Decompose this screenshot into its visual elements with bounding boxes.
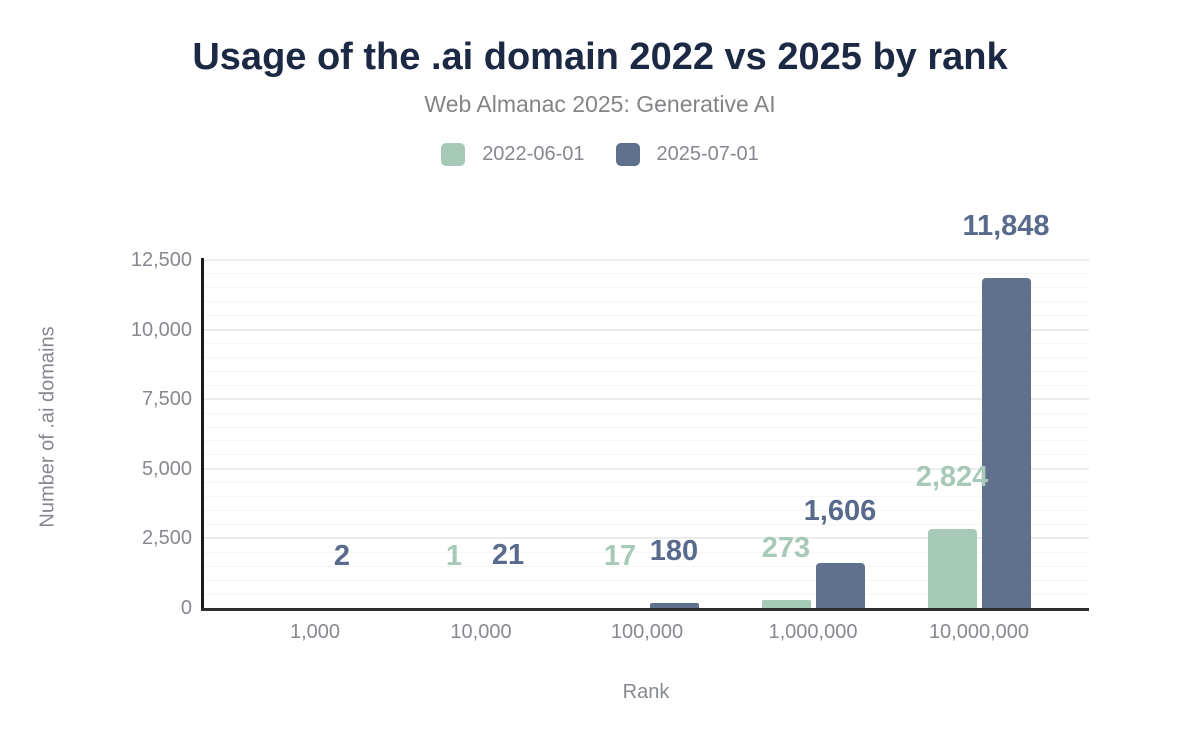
x-axis-line <box>201 608 1089 611</box>
minor-gridline <box>204 370 1089 372</box>
minor-gridline <box>204 551 1089 553</box>
major-gridline <box>204 259 1089 261</box>
bar-2025-07-01-10,000,000[interactable] <box>981 278 1031 608</box>
minor-gridline <box>204 454 1089 456</box>
x-axis-tick-label: 1,000 <box>289 621 341 643</box>
legend-item-2025-07-01[interactable]: 2025-07-01 <box>615 143 759 166</box>
y-axis-tick-label: 2,500 <box>141 527 192 550</box>
bar-2025-07-01-1,000,000[interactable] <box>815 563 865 608</box>
major-gridline <box>204 537 1089 540</box>
chart-title: Usage of the .ai domain 2022 vs 2025 by … <box>192 36 1008 78</box>
value-label-2025-07-01-1,000,000: 1,606 <box>803 495 877 528</box>
bar-2025-07-01-100,000[interactable] <box>649 602 699 608</box>
y-axis-line <box>201 258 204 611</box>
chart-subtitle: Web Almanac 2025: Generative AI <box>424 91 776 117</box>
x-axis-tick-label: 1,000,000 <box>768 621 858 643</box>
minor-gridline <box>204 579 1089 581</box>
minor-gridline <box>204 426 1089 428</box>
minor-gridline <box>204 287 1089 289</box>
y-axis-tick-label: 7,500 <box>141 388 192 411</box>
value-label-2025-07-01-1,000: 2 <box>333 539 351 572</box>
major-gridline <box>204 398 1089 401</box>
minor-gridline <box>204 384 1089 386</box>
y-axis-tick-label: 12,500 <box>130 249 192 271</box>
value-label-2025-07-01-100,000: 180 <box>649 534 699 567</box>
y-axis-tick-label: 0 <box>180 597 192 619</box>
x-axis-tick-label: 10,000,000 <box>928 621 1030 643</box>
value-label-2025-07-01-10,000: 21 <box>491 539 525 572</box>
minor-gridline <box>204 482 1089 484</box>
minor-gridline <box>204 273 1089 275</box>
minor-gridline <box>204 301 1089 303</box>
legend-swatch-icon <box>615 143 640 166</box>
bar-2022-06-01-10,000,000[interactable] <box>927 529 977 608</box>
bar-2022-06-01-1,000,000[interactable] <box>761 600 811 608</box>
minor-gridline <box>204 593 1089 595</box>
major-gridline <box>204 467 1089 470</box>
x-axis-title: Rank <box>622 681 670 703</box>
minor-gridline <box>204 356 1089 358</box>
value-label-2022-06-01-10,000,000: 2,824 <box>915 461 989 494</box>
minor-gridline <box>204 565 1089 567</box>
y-axis-tick-label: 10,000 <box>130 318 192 341</box>
value-label-2022-06-01-1,000,000: 273 <box>761 532 811 565</box>
major-gridline <box>204 328 1089 331</box>
minor-gridline <box>204 510 1089 512</box>
x-axis-tick-label: 100,000 <box>610 621 684 643</box>
chart-legend: 2022-06-01 2025-07-01 <box>0 143 1200 166</box>
legend-swatch-icon <box>441 143 466 166</box>
minor-gridline <box>204 315 1089 317</box>
y-axis-title: Number of .ai domains <box>36 326 59 528</box>
minor-gridline <box>204 412 1089 414</box>
legend-item-2022-06-01[interactable]: 2022-06-01 <box>441 143 585 166</box>
minor-gridline <box>204 523 1089 525</box>
y-axis-tick-label: 5,000 <box>141 457 192 480</box>
minor-gridline <box>204 343 1089 345</box>
minor-gridline <box>204 496 1089 498</box>
minor-gridline <box>204 440 1089 442</box>
legend-item-label: 2022-06-01 <box>482 143 585 165</box>
legend-item-label: 2025-07-01 <box>656 143 759 165</box>
value-label-2022-06-01-100,000: 17 <box>603 539 637 572</box>
x-axis-tick-label: 10,000 <box>450 621 512 643</box>
value-label-2022-06-01-10,000: 1 <box>445 539 463 572</box>
value-label-2025-07-01-10,000,000: 11,848 <box>962 210 1050 243</box>
